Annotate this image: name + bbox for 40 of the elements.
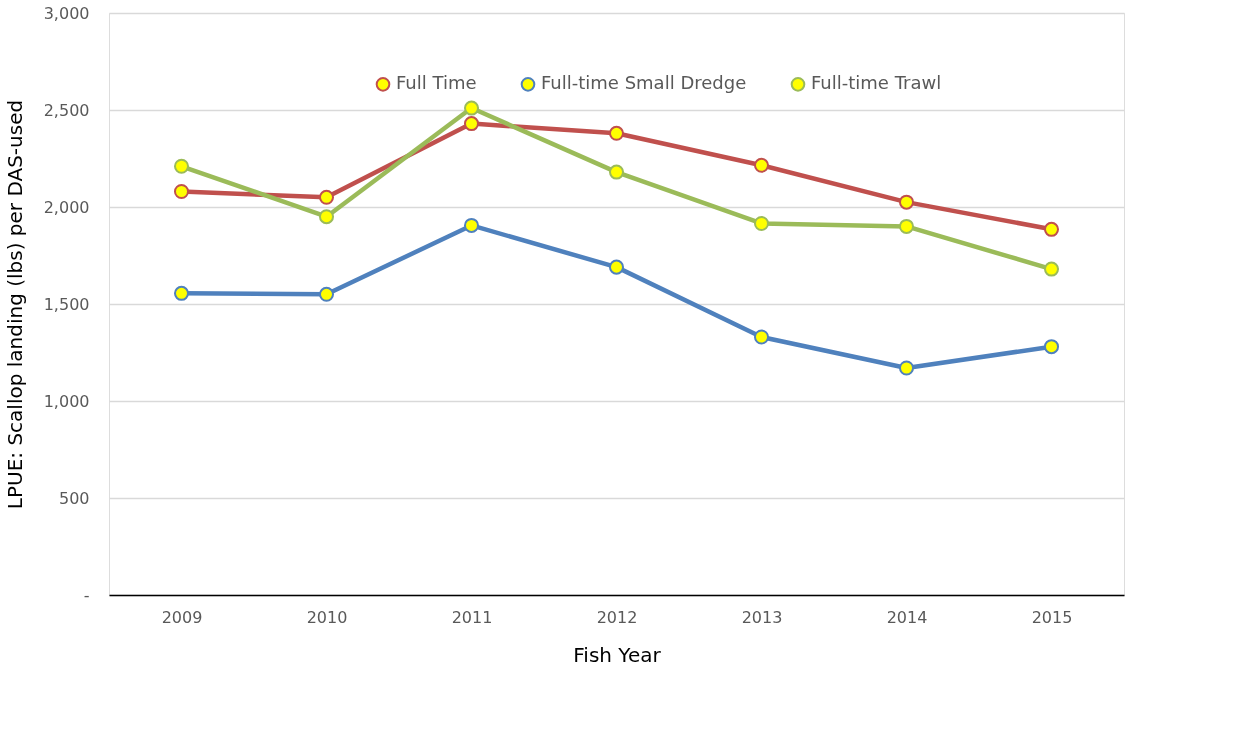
point: [753, 329, 770, 345]
point: [173, 183, 190, 199]
y-tick-label: 2,000: [43, 197, 90, 217]
point: [463, 217, 480, 233]
y-tick-label: 1,500: [43, 294, 90, 314]
point: [1043, 339, 1060, 355]
point: [608, 125, 625, 141]
x-tick-label: 2009: [161, 607, 203, 627]
point: [1043, 261, 1060, 277]
x-tick-label: 2015: [1031, 607, 1073, 627]
point: [463, 116, 480, 132]
point: [753, 215, 770, 231]
x-axis-title: Fish Year: [573, 642, 662, 667]
point: [898, 194, 915, 210]
point: [173, 285, 190, 301]
point: [318, 209, 335, 225]
y-tick-label: -: [83, 585, 90, 605]
y-tick-label: 1,000: [43, 391, 90, 411]
legend-label: Full-time Small Dredge: [541, 72, 747, 94]
legend-label: Full-time Trawl: [811, 72, 942, 94]
x-tick-label: 2012: [596, 607, 638, 627]
y-axis-title: LPUE: Scallop landing (lbs) per DAS-used: [2, 99, 27, 510]
point: [898, 360, 915, 376]
point: [173, 158, 190, 174]
y-tick-label: 2,500: [43, 100, 90, 120]
y-tick-label: 3,000: [43, 3, 90, 23]
x-tick-label: 2011: [451, 607, 493, 627]
point: [608, 164, 625, 180]
point: [463, 100, 480, 116]
point: [608, 259, 625, 275]
x-tick-label: 2014: [886, 607, 928, 627]
point: [318, 286, 335, 302]
y-tick-label: 500: [58, 488, 90, 508]
legend-label: Full Time: [396, 72, 477, 94]
point: [1043, 221, 1060, 237]
point: [318, 189, 335, 205]
point: [898, 218, 915, 234]
point: [753, 157, 770, 173]
x-tick-label: 2013: [741, 607, 783, 627]
x-tick-label: 2010: [306, 607, 348, 627]
